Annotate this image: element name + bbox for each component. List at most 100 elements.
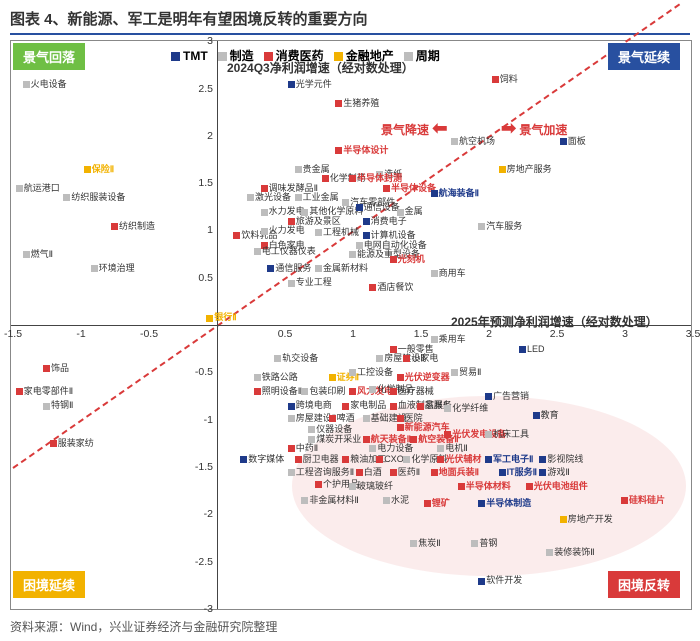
data-point: 电机Ⅱ: [437, 444, 467, 453]
data-point: 半导体材料: [458, 482, 511, 491]
data-point: 医疗器械: [390, 387, 434, 396]
data-point: 工程机械: [315, 228, 359, 237]
data-point: 计算机设备: [363, 231, 416, 240]
data-point: 轨交设备: [274, 354, 318, 363]
data-point: 光刻机: [390, 255, 425, 264]
scatter-chart: TMT制造消费医药金融地产周期 2024Q3净利润增速（经对数处理） 2025年…: [10, 40, 692, 610]
data-point: CXO: [376, 455, 404, 464]
y-tick: 2.5: [183, 83, 213, 95]
data-point: 白酒: [356, 468, 382, 477]
quadrant-badge: 困境反转: [608, 571, 680, 598]
quadrant-badge: 景气延续: [608, 43, 680, 70]
data-point: 航海装备Ⅱ: [431, 189, 479, 198]
data-point: 电力设备: [369, 444, 413, 453]
data-point: 面板: [560, 137, 586, 146]
data-point: 光伏逆变器: [397, 373, 450, 382]
data-point: 家电零部件Ⅱ: [16, 387, 73, 396]
quadrant-badge: 景气回落: [13, 43, 85, 70]
x-tick: 1: [338, 328, 368, 340]
data-point: 广告营销: [485, 392, 529, 401]
quadrant-badge: 困境延续: [13, 571, 85, 598]
data-point: 火电设备: [23, 80, 67, 89]
data-point: 仪器设备: [308, 425, 352, 434]
data-point: 一般零售: [390, 345, 434, 354]
arrow-label-right: ➡ 景气加速: [501, 118, 567, 139]
y-tick: 1: [183, 224, 213, 236]
data-point: 贵金属: [295, 165, 330, 174]
y-axis-label: 2024Q3净利润增速（经对数处理）: [227, 59, 414, 76]
x-tick: -1.5: [0, 328, 28, 340]
data-point: 保险Ⅱ: [84, 165, 114, 174]
data-point: 银行Ⅱ: [206, 313, 236, 322]
data-point: 机床工具: [485, 430, 529, 439]
x-tick: 0.5: [270, 328, 300, 340]
data-point: 光伏电池组件: [526, 482, 588, 491]
data-point: 铁路公路: [254, 373, 298, 382]
data-point: 游戏Ⅱ: [539, 468, 569, 477]
data-point: 纺织制造: [111, 222, 155, 231]
data-point: 汽车服务: [478, 222, 522, 231]
data-point: 房地产服务: [499, 165, 552, 174]
y-tick: 3: [183, 35, 213, 47]
data-point: IT服务Ⅱ: [499, 468, 537, 477]
data-point: 新能源汽车: [397, 423, 450, 432]
data-point: 饰品: [43, 364, 69, 373]
chart-footer: 资料来源：Wind，兴业证券经济与金融研究院整理: [10, 618, 277, 635]
data-point: 航运港口: [16, 184, 60, 193]
x-tick: -0.5: [134, 328, 164, 340]
x-tick: 3: [610, 328, 640, 340]
data-point: 燃气Ⅱ: [23, 250, 53, 259]
data-point: 医药Ⅱ: [390, 468, 420, 477]
data-point: 特钢Ⅱ: [43, 401, 73, 410]
data-point: 非金属材料Ⅱ: [301, 496, 358, 505]
data-point: 电工仪器仪表: [254, 247, 316, 256]
data-point: 教育: [533, 411, 559, 420]
data-point: 光伏辅材: [437, 455, 481, 464]
data-point: 锂矿: [424, 499, 450, 508]
data-point: 装修装饰Ⅱ: [546, 548, 594, 557]
data-point: 水泥: [383, 496, 409, 505]
data-point: 焦炭Ⅱ: [410, 539, 440, 548]
data-point: 通信设备: [356, 203, 400, 212]
data-point: 激光设备: [247, 193, 291, 202]
y-tick: -0.5: [183, 366, 213, 378]
data-point: 房地产开发: [560, 515, 613, 524]
data-point: 工业金属: [295, 193, 339, 202]
data-point: 家电制品: [342, 401, 386, 410]
data-point: 啤酒: [329, 414, 355, 423]
data-point: 军工电子Ⅱ: [485, 455, 533, 464]
data-point: 工程咨询服务Ⅱ: [288, 468, 354, 477]
y-tick: 2: [183, 130, 213, 142]
data-point: 硅料硅片: [621, 496, 665, 505]
data-point: 软件开发: [478, 576, 522, 585]
data-point: 包装印刷: [301, 387, 345, 396]
chart-title: 图表 4、新能源、军工是明年有望困境反转的重要方向: [10, 8, 690, 35]
legend-item: TMT: [171, 49, 208, 63]
data-point: 照明设备Ⅱ: [254, 387, 302, 396]
data-point: 半导体设计: [335, 146, 388, 155]
data-point: 中药Ⅱ: [288, 444, 318, 453]
y-tick: -2: [183, 508, 213, 520]
data-point: 金属新材料: [315, 264, 368, 273]
x-tick: 2.5: [542, 328, 572, 340]
y-tick: 1.5: [183, 177, 213, 189]
data-point: 半导体制造: [478, 499, 531, 508]
data-point: 跨境电商: [288, 401, 332, 410]
data-point: 家具Ⅱ: [417, 401, 447, 410]
y-tick: -1.5: [183, 461, 213, 473]
data-point: 航空机场: [451, 137, 495, 146]
data-point: 通信服务: [267, 264, 311, 273]
data-point: 专业工程: [288, 278, 332, 287]
data-point: 半导体封测: [349, 174, 402, 183]
x-tick: 2: [474, 328, 504, 340]
y-tick: -3: [183, 603, 213, 615]
data-point: 地面兵装Ⅱ: [431, 468, 479, 477]
data-point: 玻璃玻纤: [349, 482, 393, 491]
y-tick: 0.5: [183, 272, 213, 284]
data-point: 贸易Ⅱ: [451, 368, 481, 377]
y-tick: -1: [183, 414, 213, 426]
data-point: 服装家纺: [50, 439, 94, 448]
y-tick: -2.5: [183, 556, 213, 568]
x-tick: -1: [66, 328, 96, 340]
data-point: 普钢: [471, 539, 497, 548]
